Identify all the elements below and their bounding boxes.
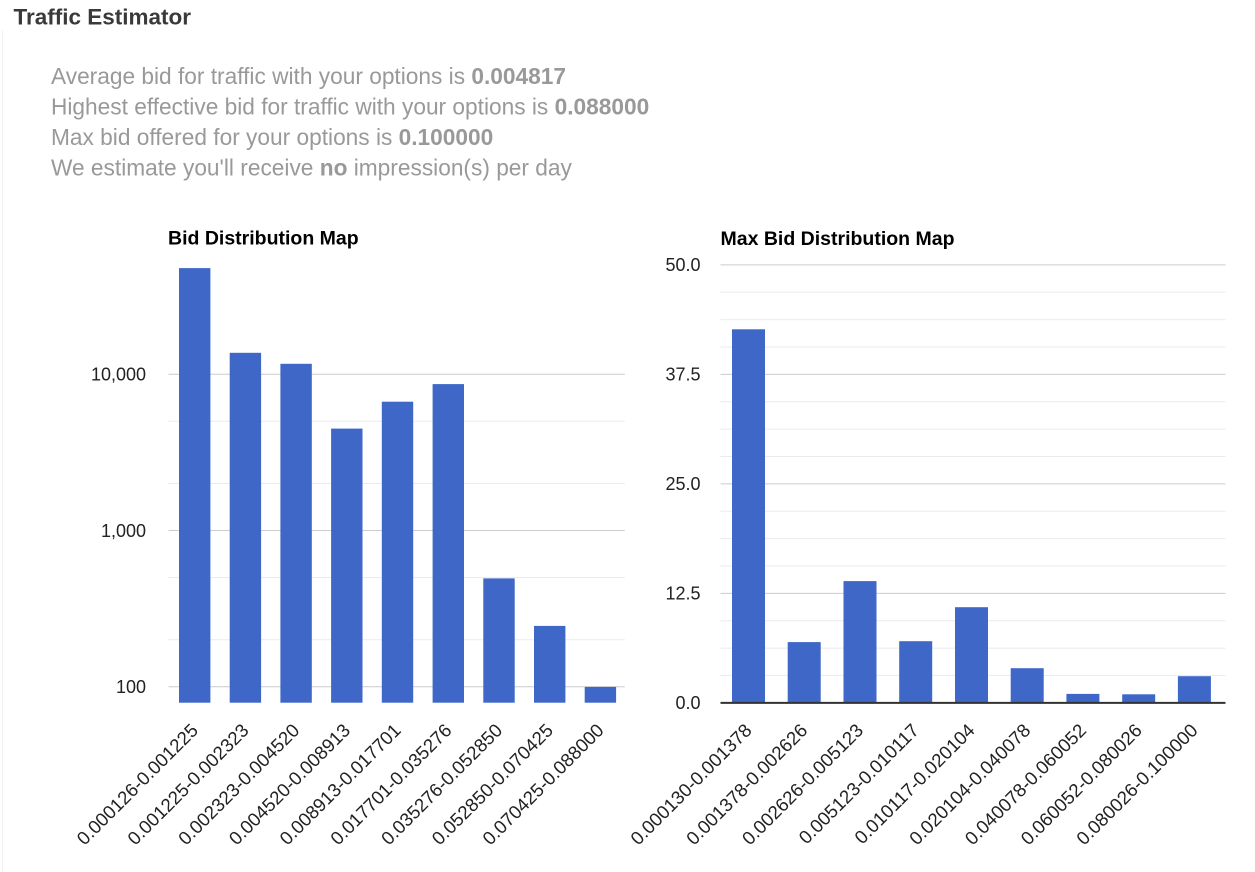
svg-text:Max bid offered for your optio: Max bid offered for your options is 0.10… <box>51 124 493 150</box>
svg-text:Max Bid Distribution Map: Max Bid Distribution Map <box>721 228 955 250</box>
svg-text:37.5: 37.5 <box>665 365 700 385</box>
svg-text:Bid Distribution Map: Bid Distribution Map <box>168 228 359 250</box>
svg-text:Traffic Estimator: Traffic Estimator <box>14 4 192 29</box>
svg-text:100: 100 <box>116 677 146 697</box>
svg-text:10,000: 10,000 <box>91 365 146 385</box>
svg-text:Highest effective bid for traf: Highest effective bid for traffic with y… <box>51 94 649 120</box>
svg-text:0.0: 0.0 <box>675 693 700 713</box>
svg-text:25.0: 25.0 <box>665 474 700 494</box>
svg-text:We estimate you'll receive no: We estimate you'll receive no impression… <box>51 155 573 181</box>
svg-text:1,000: 1,000 <box>101 521 146 541</box>
svg-text:50.0: 50.0 <box>665 255 700 275</box>
svg-text:Average bid for traffic with y: Average bid for traffic with your option… <box>51 63 566 89</box>
svg-text:12.5: 12.5 <box>665 584 700 604</box>
